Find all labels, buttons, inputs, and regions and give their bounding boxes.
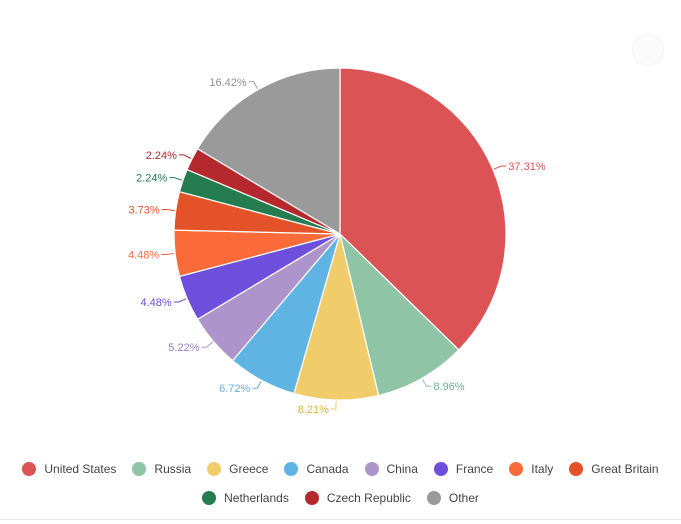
data-label-france: 4.48% [140,297,171,309]
leader-line-united-states [493,165,507,170]
legend-label: Netherlands [224,491,289,505]
leader-line-russia [421,378,432,387]
legend-swatch [433,462,448,476]
legend-label: Great Britain [591,462,659,476]
legend-label: Canada [306,462,349,476]
leader-line-great-britain [161,209,175,212]
legend-label: France [455,462,494,476]
legend-label: United States [44,462,117,476]
data-label-netherlands: 2.24% [136,173,167,185]
legend-item-great-britain[interactable]: Great Britain [569,462,659,476]
legend-row-1: United States Russia Greece Canada China Fran… [0,462,681,476]
chart-menu-button[interactable] [632,34,664,66]
data-label-china: 5.22% [168,342,199,354]
pie-slice-russia[interactable] [338,232,460,397]
leader-line-italy [161,253,175,255]
legend-item-greece[interactable]: Greece [207,462,268,476]
data-label-italy: 4.48% [128,250,159,262]
leader-line-czech-republic [178,154,192,159]
legend-item-netherlands[interactable]: Netherlands [202,491,289,505]
legend-swatch [304,491,319,505]
legend-swatch [207,462,222,476]
legend-label: Italy [531,462,554,476]
data-label-russia: 8.96% [433,381,464,393]
legend-swatch [132,462,147,476]
legend-item-france[interactable]: France [433,462,494,476]
leader-line-china [201,341,213,348]
legend-swatch [202,491,217,505]
legend-swatch [22,462,37,476]
data-label-greece: 8.21% [298,404,329,416]
legend-item-czech-republic[interactable]: Czech Republic [304,491,411,505]
data-label-other: 16.42% [209,77,247,89]
legend-item-china[interactable]: China [364,462,418,476]
leader-line-greece [330,400,337,410]
legend-item-russia[interactable]: Russia [132,462,191,476]
legend-label: Czech Republic [326,491,411,505]
data-label-united-states: 37.31% [508,161,546,173]
pie-slice-other[interactable] [196,67,341,236]
legend-item-italy[interactable]: Italy [509,462,553,476]
divider [0,519,681,520]
legend-item-united-states[interactable]: United States [22,462,116,476]
data-label-canada: 6.72% [219,383,250,395]
legend-swatch [364,462,379,476]
legend-label: China [386,462,418,476]
legend-label: Greece [229,462,269,476]
leader-line-netherlands [169,177,183,181]
leader-line-other [248,81,259,89]
legend-swatch [426,491,441,505]
pie-slice-united-states[interactable] [339,67,507,351]
leader-line-canada [252,380,262,389]
legend-label: Russia [154,462,192,476]
legend-row-2: Netherlands Czech Republic Other [0,491,681,505]
data-label-great-britain: 3.73% [128,205,159,217]
legend-item-other[interactable]: Other [426,491,479,505]
legend-item-canada[interactable]: Canada [284,462,349,476]
leader-line-france [173,298,187,303]
legend-swatch [284,462,299,476]
legend-swatch [569,462,584,476]
data-label-czech-republic: 2.24% [146,150,177,162]
legend-label: Other [448,491,479,505]
legend-swatch [509,462,524,476]
